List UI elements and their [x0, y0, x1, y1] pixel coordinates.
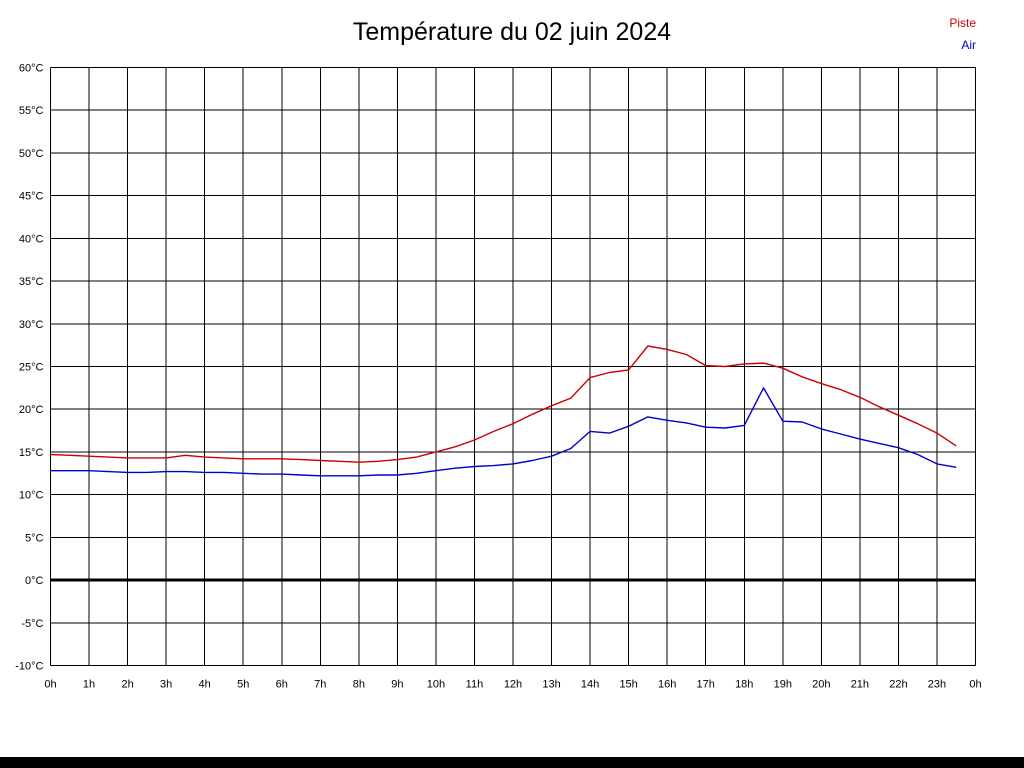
- x-tick-label: 15h: [619, 679, 637, 691]
- y-tick-label: 30°C: [19, 319, 44, 331]
- y-tick-label: -5°C: [21, 618, 43, 630]
- x-tick-label: 13h: [542, 679, 560, 691]
- x-tick-label: 10h: [427, 679, 445, 691]
- x-tick-label: 8h: [353, 679, 365, 691]
- y-tick-label: 35°C: [19, 276, 44, 288]
- y-tick-label: 50°C: [19, 148, 44, 160]
- y-tick-label: -10°C: [15, 661, 43, 673]
- x-tick-label: 2h: [121, 679, 133, 691]
- x-tick-label: 7h: [314, 679, 326, 691]
- x-tick-label: 3h: [160, 679, 172, 691]
- legend-air-label: Air: [961, 38, 976, 52]
- x-tick-label: 19h: [774, 679, 792, 691]
- x-tick-label: 14h: [581, 679, 599, 691]
- y-tick-label: 45°C: [19, 191, 44, 203]
- y-tick-label: 10°C: [19, 490, 44, 502]
- x-tick-label: 23h: [928, 679, 946, 691]
- x-tick-label: 4h: [199, 679, 211, 691]
- x-tick-label: 11h: [466, 679, 484, 691]
- x-tick-label: 0h: [969, 679, 981, 691]
- y-tick-label: 20°C: [19, 404, 44, 416]
- chart-title: Température du 02 juin 2024: [352, 18, 672, 46]
- y-tick-label: 5°C: [25, 532, 44, 544]
- y-tick-label: 55°C: [19, 105, 44, 117]
- y-tick-label: 0°C: [25, 575, 44, 587]
- legend-piste-label: Piste: [949, 16, 976, 30]
- x-tick-label: 20h: [812, 679, 830, 691]
- bottom-border-bar: [0, 757, 1024, 768]
- series-line-air: [50, 387, 957, 477]
- chart-legend: Piste Air: [949, 12, 976, 56]
- x-tick-label: 18h: [735, 679, 753, 691]
- series-line-piste: [50, 345, 957, 463]
- x-tick-label: 21h: [851, 679, 869, 691]
- x-tick-label: 12h: [504, 679, 522, 691]
- x-tick-label: 16h: [658, 679, 676, 691]
- x-tick-label: 1h: [83, 679, 95, 691]
- x-tick-label: 17h: [697, 679, 715, 691]
- x-tick-label: 9h: [391, 679, 403, 691]
- x-tick-label: 22h: [889, 679, 907, 691]
- y-tick-label: 15°C: [19, 447, 44, 459]
- x-tick-label: 5h: [237, 679, 249, 691]
- y-tick-label: 40°C: [19, 233, 44, 245]
- x-tick-label: 6h: [276, 679, 288, 691]
- x-tick-label: 0h: [44, 679, 56, 691]
- y-tick-label: 60°C: [19, 63, 44, 75]
- y-tick-label: 25°C: [19, 362, 44, 374]
